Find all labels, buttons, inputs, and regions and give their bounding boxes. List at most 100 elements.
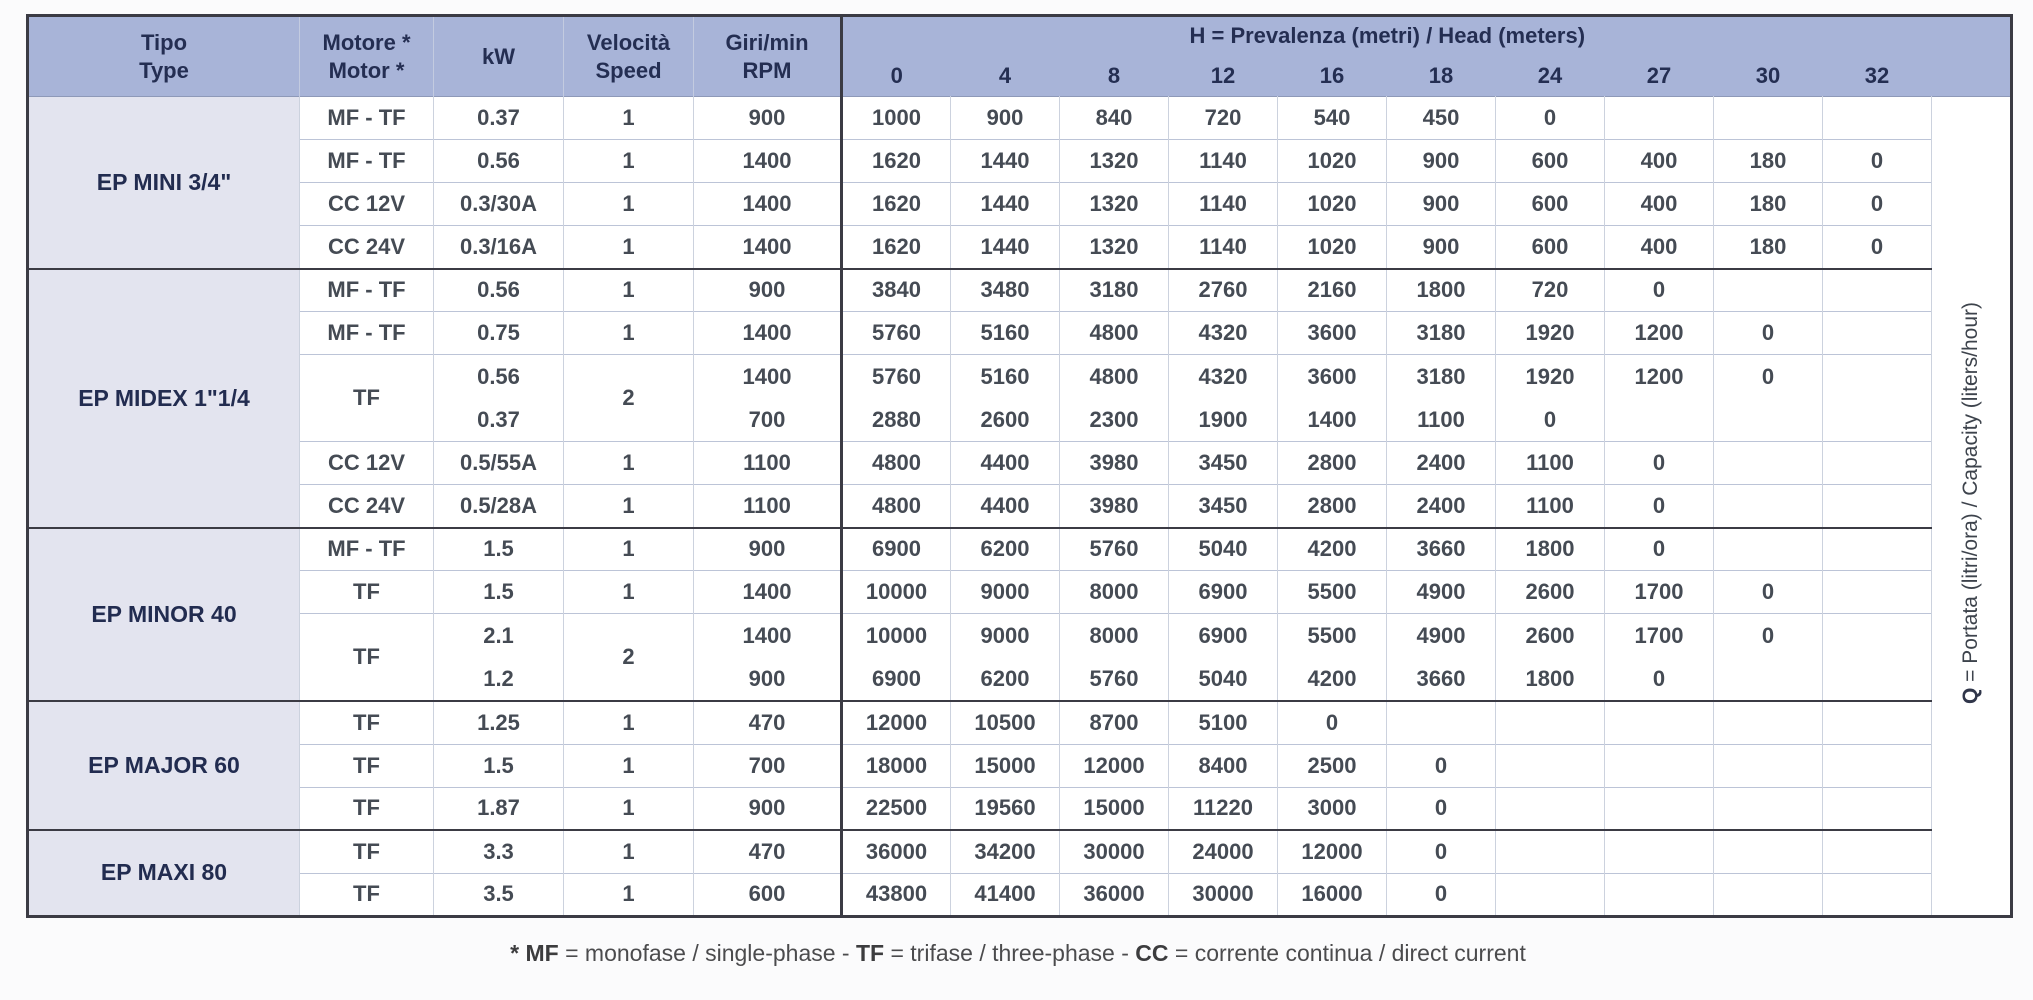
kw-cell: 0.3/30A xyxy=(433,182,564,226)
capacity-value-cell xyxy=(1822,526,1933,571)
capacity-value-cell: 3980 xyxy=(1059,441,1169,485)
capacity-value-cell: 0 xyxy=(1386,786,1496,830)
capacity-value-cell: 3000 xyxy=(1277,786,1387,830)
capacity-value-cell: 600 xyxy=(1495,225,1605,269)
capacity-value-cell: 3600 1400 xyxy=(1277,354,1387,442)
capacity-value-cell: 2500 xyxy=(1277,743,1387,787)
capacity-value-cell: 0 xyxy=(1277,700,1387,744)
capacity-value-cell: 12000 xyxy=(841,700,951,744)
rpm-cell: 470 xyxy=(693,700,843,744)
capacity-value-cell: 10000 6900 xyxy=(841,613,951,701)
capacity-value-cell xyxy=(1822,570,1933,614)
capacity-value-cell: 9000 6200 xyxy=(950,613,1060,701)
capacity-value-cell: 2800 xyxy=(1277,441,1387,485)
kw-cell: 0.56 xyxy=(433,139,564,183)
capacity-value-cell: 900 xyxy=(1386,182,1496,226)
header-head-title: H = Prevalenza (metri) / Head (meters) xyxy=(841,15,1932,56)
motor-cell: MF - TF xyxy=(299,139,434,183)
capacity-value-cell: 1140 xyxy=(1168,225,1278,269)
motor-cell: TF xyxy=(299,570,434,614)
capacity-value-cell-line: 4900 xyxy=(1416,622,1466,648)
capacity-value-cell: 4200 xyxy=(1277,526,1387,571)
q-axis-label: Q = Portata (litri/ora) / Capacity (lite… xyxy=(1931,96,2013,916)
capacity-value-cell: 3180 xyxy=(1059,267,1169,312)
rpm-cell: 1400 xyxy=(693,570,843,614)
head-meters-col-4: 4 xyxy=(950,55,1060,97)
capacity-value-cell: 6900 xyxy=(1168,570,1278,614)
capacity-value-cell-line: 10000 xyxy=(865,622,928,648)
rpm-cell: 1400 xyxy=(693,139,843,183)
speed-cell: 1 xyxy=(563,96,694,140)
kw-cell: 0.56 0.37 xyxy=(433,354,564,442)
head-meters-col-27: 27 xyxy=(1604,55,1714,97)
capacity-value-cell xyxy=(1822,267,1933,312)
capacity-value-cell xyxy=(1604,96,1714,140)
capacity-value-cell: 4400 xyxy=(950,484,1060,528)
speed-cell: 1 xyxy=(563,570,694,614)
table-row: EP MINI 3/4" MF - TF 0.37 1 900 1000 900 840 720… xyxy=(27,96,2013,916)
capacity-value-cell xyxy=(1495,829,1605,873)
header-kw: kW xyxy=(433,15,564,97)
capacity-value-cell xyxy=(1713,829,1823,873)
footnote-segment: = trifase / three-phase - xyxy=(884,939,1136,966)
table-row: TF 0.56 0.37 2 1400 700 5760 2880 5160 2600 4800 23… xyxy=(28,354,2012,442)
capacity-value-cell xyxy=(1713,441,1823,485)
capacity-value-cell: 3180 1100 xyxy=(1386,354,1496,442)
table-row: EP MINOR 40 MF - TF 1.5 1 900 6900 6200 5760 504… xyxy=(27,526,2012,701)
capacity-value-cell: 0 xyxy=(1713,613,1823,701)
capacity-value-cell xyxy=(1713,526,1823,571)
capacity-value-cell xyxy=(1713,484,1823,528)
capacity-value-cell: 1700 0 xyxy=(1604,613,1714,701)
kw-cell-line: 1.2 xyxy=(483,665,514,691)
capacity-value-cell-line: 3600 xyxy=(1307,363,1357,389)
capacity-value-cell: 4800 xyxy=(841,484,951,528)
speed-cell: 1 xyxy=(563,267,694,312)
capacity-value-cell: 4900 xyxy=(1386,570,1496,614)
head-meters-col-32: 32 xyxy=(1822,55,1932,97)
rpm-cell-line: 1400 xyxy=(742,622,792,648)
capacity-value-cell-line: 1900 xyxy=(1198,406,1248,432)
capacity-value-cell: 15000 xyxy=(1059,786,1169,830)
speed-cell: 1 xyxy=(563,311,694,355)
motor-cell: TF xyxy=(299,786,434,830)
capacity-value-cell-line: 3660 xyxy=(1416,665,1466,691)
capacity-value-cell: 6200 xyxy=(950,526,1060,571)
capacity-value-cell: 16000 xyxy=(1277,872,1387,916)
capacity-value-cell: 0 xyxy=(1604,484,1714,528)
capacity-value-cell: 4400 xyxy=(950,441,1060,485)
capacity-value-cell: 43800 xyxy=(841,872,951,916)
capacity-value-cell: 2160 xyxy=(1277,267,1387,312)
header-velocita: Velocità Speed xyxy=(563,15,694,97)
capacity-value-cell xyxy=(1822,700,1933,744)
capacity-value-cell: 5760 xyxy=(841,311,951,355)
rpm-cell-line: 900 xyxy=(748,665,786,691)
capacity-value-cell-line: 1800 xyxy=(1525,665,1575,691)
capacity-value-cell-line xyxy=(1714,657,1822,700)
pump-type-cell: EP MAXI 80 xyxy=(27,829,300,916)
footnote-segment: = corrente continua / direct current xyxy=(1168,939,1526,966)
capacity-value-cell: 1020 xyxy=(1277,182,1387,226)
capacity-value-cell: 3660 xyxy=(1386,526,1496,571)
capacity-value-cell: 1800 xyxy=(1495,526,1605,571)
capacity-value-cell-line xyxy=(1823,398,1931,441)
capacity-value-cell xyxy=(1822,743,1933,787)
capacity-value-cell-line: 3180 xyxy=(1416,363,1466,389)
capacity-value-cell: 0 xyxy=(1386,743,1496,787)
rpm-cell: 900 xyxy=(693,786,843,830)
capacity-value-cell: 0 xyxy=(1604,441,1714,485)
table-row: MF - TF 0.56 1 1400 1620 1440 1320 1140 1020 900 6… xyxy=(28,139,2012,183)
capacity-value-cell: 1920 0 xyxy=(1495,354,1605,442)
table-row: TF 3.5 1 600 43800 41400 36000 30000 16000 0 xyxy=(28,872,2012,916)
rpm-cell: 1100 xyxy=(693,484,843,528)
speed-cell: 2 xyxy=(563,613,694,701)
capacity-value-cell: 5040 xyxy=(1168,526,1278,571)
rpm-cell: 600 xyxy=(693,872,843,916)
capacity-value-cell: 180 xyxy=(1713,225,1823,269)
capacity-value-cell: 0 xyxy=(1822,225,1933,269)
capacity-value-cell-line: 0 xyxy=(1761,622,1775,648)
rpm-cell-line: 1400 xyxy=(742,363,792,389)
kw-cell: 3.5 xyxy=(433,872,564,916)
capacity-value-cell: 1440 xyxy=(950,139,1060,183)
capacity-value-cell-line: 0 xyxy=(1761,363,1775,389)
header-row-top: Tipo Type Motore * Motor * kW Velocità S… xyxy=(27,15,2012,97)
